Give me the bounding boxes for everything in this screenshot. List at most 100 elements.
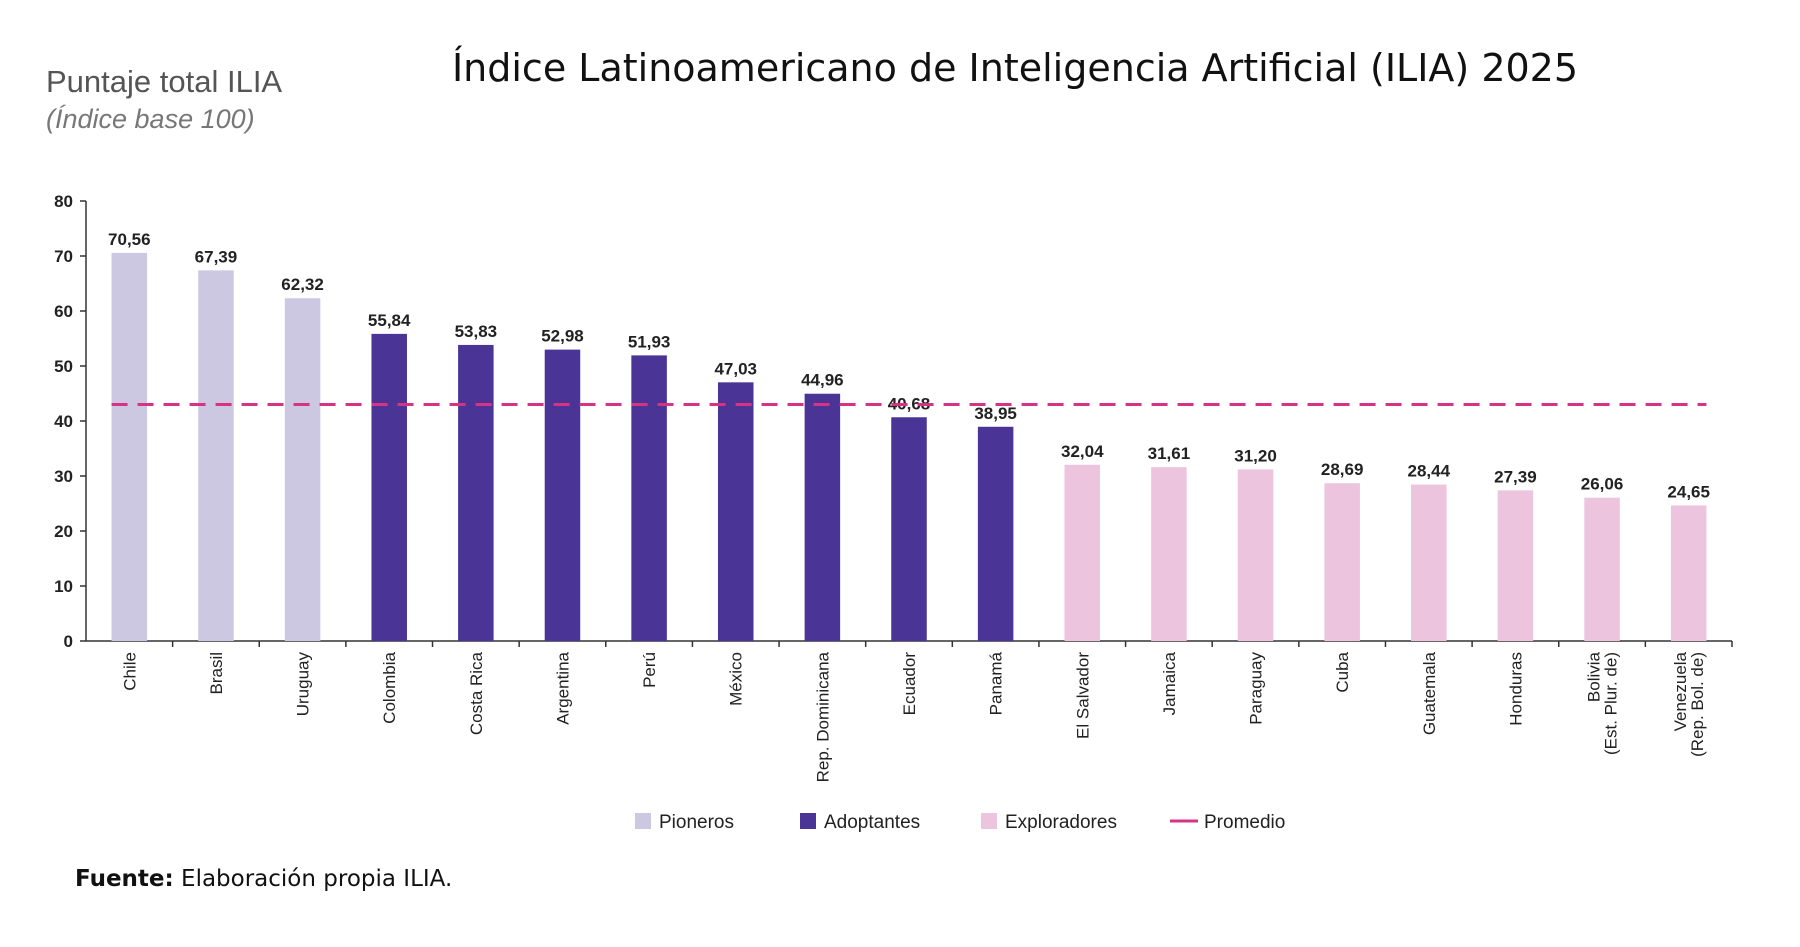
x-tick-label: Rep. Dominicana (813, 651, 832, 782)
value-label: 31,61 (1148, 444, 1191, 463)
x-tick-label: Venezuela(Rep. Bol. de) (1671, 651, 1707, 756)
y-tick-label: 70 (54, 247, 73, 266)
value-label: 67,39 (195, 247, 238, 266)
y-tick-label: 20 (54, 522, 73, 541)
source-text: Elaboración propia ILIA. (181, 866, 453, 892)
x-tick-label-line: El Salvador (1073, 652, 1092, 739)
x-tick-label: El Salvador (1073, 652, 1092, 739)
bar (1584, 497, 1620, 641)
x-tick-label: Ecuador (900, 652, 919, 716)
x-tick-label-line: Venezuela (1671, 651, 1690, 731)
x-tick-label: Paraguay (1247, 652, 1266, 725)
x-tick-label: Uruguay (294, 652, 313, 717)
x-tick-label-line: Jamaica (1160, 651, 1179, 715)
y-tick-label: 80 (54, 192, 73, 211)
value-label: 38,95 (974, 404, 1017, 423)
value-label: 28,69 (1321, 460, 1364, 479)
bars (111, 252, 1733, 647)
bar (717, 382, 754, 641)
legend-swatch (800, 813, 816, 829)
bar (284, 298, 321, 641)
value-label: 44,96 (801, 371, 844, 390)
x-tick-label: Costa Rica (467, 651, 486, 735)
bar (111, 252, 148, 642)
x-tick-label: Chile (120, 652, 139, 691)
legend-label: Promedio (1204, 812, 1285, 833)
y-tick-label: 40 (54, 412, 73, 431)
value-label: 27,39 (1494, 467, 1537, 486)
x-tick-label-line: México (727, 652, 746, 706)
value-label: 26,06 (1581, 475, 1624, 494)
value-label: 51,93 (628, 332, 671, 351)
chart-subtitle: Puntaje total ILIA (46, 64, 283, 99)
x-tick-label-line: Argentina (553, 651, 572, 724)
legend-label: Exploradores (1005, 812, 1117, 833)
x-tick-label: Colombia (380, 651, 399, 723)
x-tick-label: Brasil (207, 652, 226, 695)
y-tick-label: 0 (64, 632, 73, 651)
bar (631, 355, 667, 641)
value-label: 52,98 (541, 327, 584, 346)
x-tick-label-line: Guatemala (1420, 651, 1439, 735)
x-tick-label-line: Colombia (380, 651, 399, 723)
value-label: 62,32 (281, 275, 324, 294)
x-tick-label-line: (Est. Plur. de) (1602, 652, 1621, 755)
x-tick-label-line: Uruguay (294, 652, 313, 717)
value-label: 28,44 (1408, 462, 1451, 481)
legend: Pioneros Adoptantes Exploradores Promedio (635, 812, 1285, 833)
chart-title: Índice Latinoamericano de Inteligencia A… (451, 46, 1579, 90)
x-tick-label-line: Rep. Dominicana (813, 651, 832, 782)
bar (804, 393, 841, 641)
x-tick-label: Cuba (1333, 651, 1352, 692)
bar (1497, 490, 1534, 641)
source-note: Fuente: Elaboración propia ILIA. (75, 866, 452, 892)
value-label: 70,56 (108, 230, 151, 249)
y-tick-label: 50 (54, 357, 73, 376)
x-tick-label: Perú (640, 652, 659, 688)
x-tick-label-line: Chile (120, 652, 139, 691)
value-label: 55,84 (368, 311, 411, 330)
y-tick-label: 10 (54, 577, 73, 596)
x-tick-label-line: Brasil (207, 652, 226, 695)
x-tick-label: México (727, 652, 746, 706)
value-label: 31,20 (1234, 446, 1277, 465)
bar (977, 426, 1014, 641)
x-tick-labels: Chile Brasil Uruguay Colombia Costa Rica Arge… (120, 651, 1707, 782)
value-label: 32,04 (1061, 442, 1104, 461)
x-tick-label-line: Perú (640, 652, 659, 688)
source-label: Fuente: (75, 866, 174, 892)
x-tick-label-line: Ecuador (900, 652, 919, 716)
bar (1237, 469, 1274, 641)
y-tick-label: 60 (54, 302, 73, 321)
x-tick-label: Jamaica (1160, 651, 1179, 715)
value-label: 47,03 (714, 359, 757, 378)
y-tick-label: 30 (54, 467, 73, 486)
x-tick-label-line: Honduras (1506, 652, 1525, 726)
x-tick-label-line: Cuba (1333, 651, 1352, 692)
x-tick-label-line: Bolivia (1585, 651, 1604, 702)
value-labels: 70,56 67,39 62,32 55,84 53,83 52,98 51,93 47,03… (108, 230, 1710, 502)
legend-swatch (981, 813, 997, 829)
x-tick-label: Bolivia(Est. Plur. de) (1585, 651, 1621, 755)
bar (1064, 464, 1101, 641)
x-tick-label: Panamá (987, 651, 1006, 715)
bar (1411, 484, 1447, 641)
x-tick-label: Guatemala (1420, 651, 1439, 735)
x-tick-label-line: (Rep. Bol. de) (1688, 652, 1707, 757)
value-label: 40,68 (888, 394, 931, 413)
bar (1151, 467, 1187, 641)
legend-label: Pioneros (659, 812, 734, 833)
bar (1324, 483, 1360, 641)
value-label: 24,65 (1667, 482, 1710, 501)
chart-subtitle-note: (Índice base 100) (46, 104, 255, 134)
x-tick-label: Argentina (553, 651, 572, 724)
bar (544, 349, 581, 641)
x-tick-label-line: Paraguay (1247, 652, 1266, 725)
x-tick-label-line: Panamá (987, 651, 1006, 715)
value-label: 53,83 (455, 322, 498, 341)
legend-swatch (635, 813, 651, 829)
bar (1670, 505, 1707, 641)
bar (198, 270, 234, 641)
x-tick-label: Honduras (1506, 652, 1525, 726)
